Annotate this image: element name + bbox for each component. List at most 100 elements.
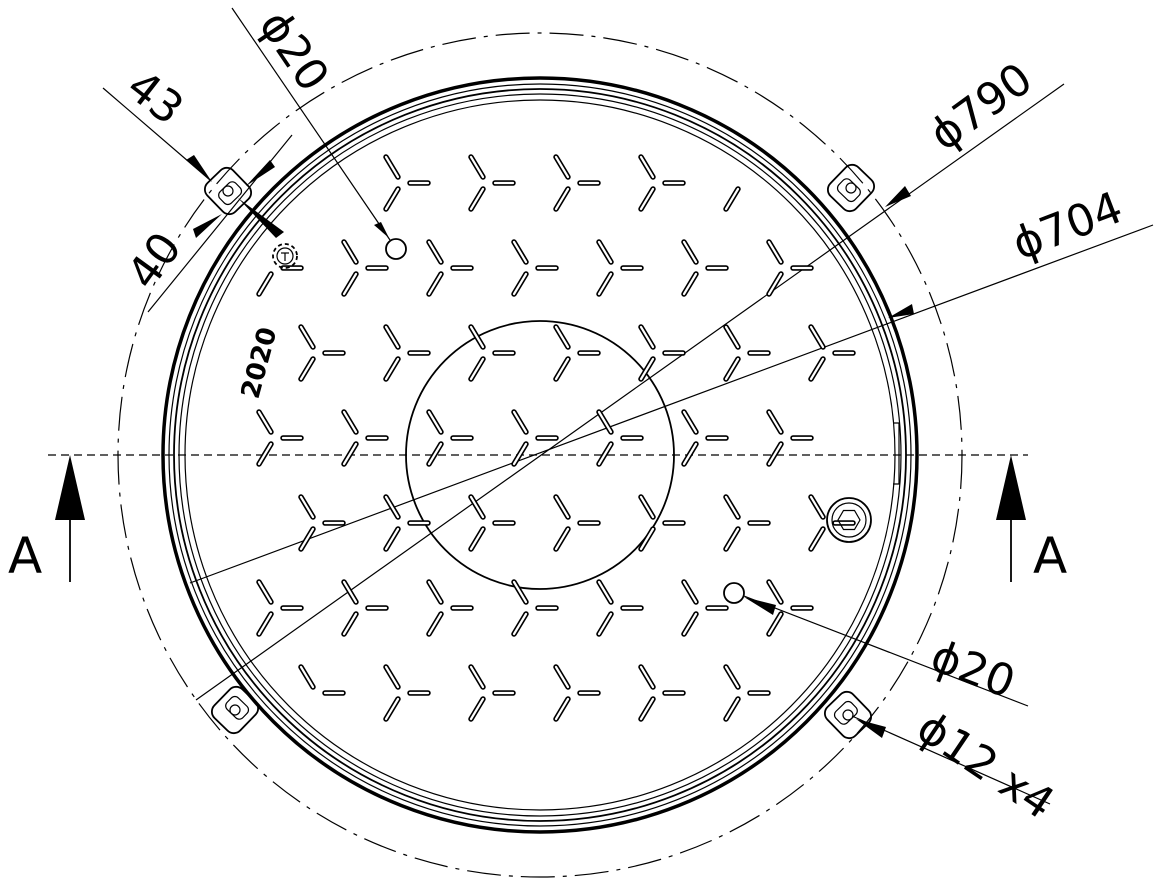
cover-edge <box>184 99 896 811</box>
tread-slot-inner <box>724 527 740 551</box>
tread-slot-inner <box>342 410 358 434</box>
tread-slot-inner <box>724 665 740 689</box>
tread-slot-inner <box>682 442 698 466</box>
tread-slot-inner <box>767 240 783 264</box>
tread-slot-inner <box>469 187 485 211</box>
tread-slot-inner <box>512 272 528 296</box>
tread-slot-inner <box>597 442 613 466</box>
tread-slot-inner <box>767 272 783 296</box>
vent-bottom-arrow <box>744 597 776 615</box>
tread-slot-inner <box>724 495 740 519</box>
tread-slot-inner <box>427 442 443 466</box>
lug-43-arrow-b <box>246 160 275 186</box>
gear-logo-icon <box>272 243 298 269</box>
tread-slot-inner <box>682 272 698 296</box>
tread-slot-inner <box>809 527 825 551</box>
tread-slot-inner <box>384 187 400 211</box>
tread-slot-inner <box>597 272 613 296</box>
tread-slot-inner <box>597 240 613 264</box>
tread-slot-inner <box>384 665 400 689</box>
mounting-holes-label: ϕ12 x4 <box>908 702 1063 830</box>
tread-slot-inner <box>512 240 528 264</box>
vent-hole-bottom <box>723 582 745 604</box>
lug-40-arrow-b <box>238 198 284 238</box>
tread-slot-inner <box>469 697 485 721</box>
tread-slot-inner <box>299 495 315 519</box>
tread-slot-inner <box>384 325 400 349</box>
tread-slot-inner <box>767 410 783 434</box>
tread-slot-inner <box>342 272 358 296</box>
frame-ring-2 <box>168 83 912 827</box>
tread-slot-inner <box>682 580 698 604</box>
tread-slot-inner <box>682 612 698 636</box>
section-arrow-icon <box>55 455 85 582</box>
tread-slot-inner <box>809 357 825 381</box>
tread-slot-inner <box>682 410 698 434</box>
section-marker-right: A <box>1033 527 1067 585</box>
tread-slot-inner <box>384 495 400 519</box>
lug-width-outer-label: 43 <box>117 60 193 135</box>
dia-790-leader <box>195 83 1065 701</box>
tread-slot-inner <box>554 187 570 211</box>
tread-slot-inner <box>427 580 443 604</box>
tread-slot-inner <box>299 325 315 349</box>
tread-slot-inner <box>427 240 443 264</box>
tread-slot-inner <box>554 697 570 721</box>
tread-slot-inner <box>469 665 485 689</box>
tread-slot-inner <box>639 527 655 551</box>
tread-slot-inner <box>639 187 655 211</box>
vent-hole-top <box>385 238 407 260</box>
lug-43-arrow-a <box>186 155 212 182</box>
tread-slot-inner <box>384 527 400 551</box>
edge-notch <box>893 422 900 485</box>
tread-slot-inner <box>257 410 273 434</box>
tread-slot-inner <box>427 272 443 296</box>
tread-slot-inner <box>639 357 655 381</box>
tread-slot-inner <box>554 527 570 551</box>
tread-slot-inner <box>342 240 358 264</box>
tread-slot-inner <box>342 580 358 604</box>
vent-top-arrow <box>374 222 389 238</box>
tread-slot-inner <box>597 612 613 636</box>
mount-hole-arrow <box>856 719 886 738</box>
tread-slot-inner <box>767 442 783 466</box>
tread-slot-inner <box>257 442 273 466</box>
tread-slot-inner <box>469 495 485 519</box>
tread-slot-inner <box>512 580 528 604</box>
tread-slot-inner <box>512 410 528 434</box>
tread-slot-inner <box>767 580 783 604</box>
dia-704-arrow <box>888 304 914 318</box>
tread-slot-inner <box>639 155 655 179</box>
tread-slot-inner <box>469 357 485 381</box>
lug-40-arrow-a <box>193 214 222 238</box>
tread-slot-inner <box>469 325 485 349</box>
tread-slot-inner <box>639 495 655 519</box>
tread-pattern <box>256 154 856 722</box>
tread-slot-inner <box>554 665 570 689</box>
tread-slot-inner <box>257 580 273 604</box>
tread-slot-inner <box>767 612 783 636</box>
tread-slot-inner <box>597 410 613 434</box>
tread-slot-inner <box>427 612 443 636</box>
tread-slot-inner <box>639 697 655 721</box>
tread-slot-inner <box>299 527 315 551</box>
tread-slot-inner <box>469 155 485 179</box>
tread-slot-inner <box>257 612 273 636</box>
vent-top-leader <box>231 7 391 241</box>
tread-slot-inner <box>724 187 740 211</box>
section-marker-left: A <box>8 527 42 585</box>
tread-slot-inner <box>299 357 315 381</box>
tread-slot-inner <box>427 410 443 434</box>
tread-slot-inner <box>809 325 825 349</box>
tread-slot-inner <box>554 155 570 179</box>
tread-slot-inner <box>597 580 613 604</box>
tread-slot-inner <box>384 155 400 179</box>
tread-slot-inner <box>809 495 825 519</box>
vent-hole-top-label: ϕ20 <box>249 2 339 101</box>
tread-slot-inner <box>469 527 485 551</box>
dia-704-leader <box>189 224 1154 584</box>
tread-slot-inner <box>639 325 655 349</box>
tread-slot-inner <box>299 665 315 689</box>
section-arrow-icon-right <box>996 455 1026 582</box>
